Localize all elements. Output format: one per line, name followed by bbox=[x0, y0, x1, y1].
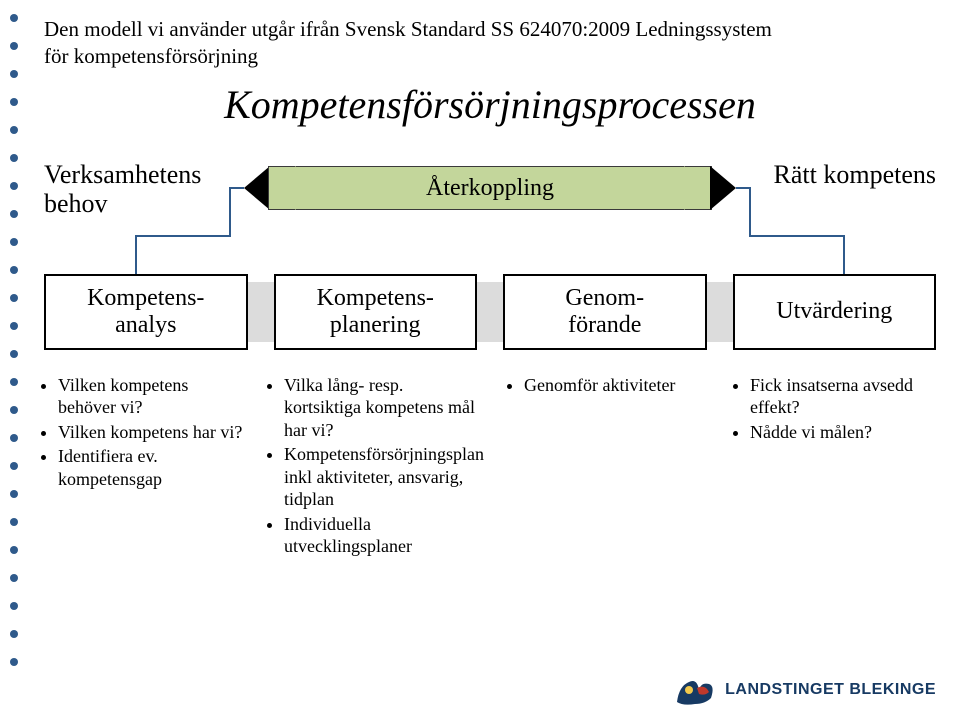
bullets-col-3: Genomför aktiviteter bbox=[510, 368, 710, 560]
stage-row: Kompetens- analys Kompetens- planering G… bbox=[44, 266, 936, 358]
feedback-left-l2: behov bbox=[44, 189, 108, 218]
stage-box-3: Genom- förande bbox=[503, 274, 707, 350]
stage-1-l1: Kompetens- bbox=[87, 285, 204, 311]
subtitle: Den modell vi använder utgår ifrån Svens… bbox=[44, 16, 936, 71]
feedback-bar: Återkoppling bbox=[268, 166, 712, 210]
stage-box-1: Kompetens- analys bbox=[44, 274, 248, 350]
logo-icon bbox=[675, 674, 715, 706]
list-item: Fick insatserna avsedd effekt? bbox=[750, 374, 936, 419]
list-item: Vilken kompetens behöver vi? bbox=[58, 374, 244, 419]
stage-2-l1: Kompetens- bbox=[317, 285, 434, 311]
list-item: Kompetensförsörjningsplan inkl aktivitet… bbox=[284, 443, 484, 511]
stage-4: Utvärdering bbox=[733, 266, 937, 358]
feedback-arrow: Återkoppling bbox=[244, 166, 736, 210]
stage-3: Genom- förande bbox=[503, 266, 707, 358]
list-item: Vilken kompetens har vi? bbox=[58, 421, 244, 444]
arrow-left-border bbox=[244, 166, 270, 210]
stage-3-l1: Genom- bbox=[565, 285, 644, 311]
bullets-col-2: Vilka lång- resp. kortsiktiga kompetens … bbox=[270, 368, 484, 560]
arrow-right-fill bbox=[684, 166, 708, 210]
bullets-col-1: Vilken kompetens behöver vi? Vilken komp… bbox=[44, 368, 244, 560]
list-item: Identifiera ev. kompetensgap bbox=[58, 445, 244, 490]
feedback-bar-label: Återkoppling bbox=[426, 175, 554, 201]
stage-2: Kompetens- planering bbox=[274, 266, 478, 358]
stage-2-l2: planering bbox=[330, 312, 421, 338]
stage-4-l1: Utvärdering bbox=[776, 298, 892, 324]
bullets-row: Vilken kompetens behöver vi? Vilken komp… bbox=[44, 368, 936, 560]
subtitle-line-2: för kompetensförsörjning bbox=[44, 44, 258, 68]
slide-content: Den modell vi använder utgår ifrån Svens… bbox=[44, 16, 936, 704]
stage-boxes: Kompetens- analys Kompetens- planering G… bbox=[44, 266, 936, 358]
feedback-row: Verksamhetens behov Återkoppling Rätt ko… bbox=[44, 156, 936, 220]
stage-1: Kompetens- analys bbox=[44, 266, 248, 358]
bullets-col-4: Fick insatserna avsedd effekt? Nådde vi … bbox=[736, 368, 936, 560]
feedback-left-l1: Verksamhetens bbox=[44, 160, 201, 189]
side-dot-strip bbox=[10, 4, 20, 686]
feedback-right-label: Rätt kompetens bbox=[736, 160, 936, 190]
list-item: Individuella utvecklingsplaner bbox=[284, 513, 484, 558]
arrow-left-fill bbox=[272, 166, 296, 210]
page-title: Kompetensförsörjningsprocessen bbox=[44, 81, 936, 128]
stage-1-l2: analys bbox=[115, 312, 176, 338]
stage-box-2: Kompetens- planering bbox=[274, 274, 478, 350]
footer-logo: LANDSTINGET BLEKINGE bbox=[675, 674, 936, 706]
stage-box-4: Utvärdering bbox=[733, 274, 937, 350]
list-item: Genomför aktiviteter bbox=[524, 374, 710, 397]
stage-3-l2: förande bbox=[568, 312, 641, 338]
logo-text: LANDSTINGET BLEKINGE bbox=[725, 681, 936, 699]
subtitle-line-1: Den modell vi använder utgår ifrån Svens… bbox=[44, 17, 772, 41]
list-item: Nådde vi målen? bbox=[750, 421, 936, 444]
feedback-left-label: Verksamhetens behov bbox=[44, 160, 244, 220]
arrow-right-border bbox=[710, 166, 736, 210]
list-item: Vilka lång- resp. kortsiktiga kompetens … bbox=[284, 374, 484, 442]
